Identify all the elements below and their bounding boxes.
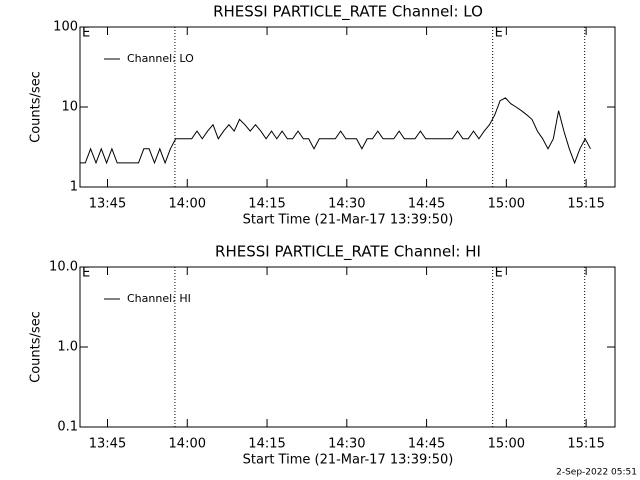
x-tick-label: 14:00 — [169, 197, 206, 212]
annotation: E — [82, 26, 90, 41]
x-tick-label: 15:00 — [488, 197, 525, 212]
x-tick-label: 14:00 — [169, 437, 206, 452]
x-tick-label: 15:15 — [567, 197, 604, 212]
x-tick-label: 13:45 — [89, 197, 126, 212]
footer: 2-Sep-2022 05:51 — [556, 468, 637, 478]
y-axis-label: Counts/sec — [29, 311, 44, 383]
x-tick-label: 14:45 — [408, 437, 445, 452]
x-tick-label: 14:15 — [248, 437, 285, 452]
y-axis-label: Counts/sec — [29, 71, 44, 143]
y-tick-label: 10.0 — [49, 260, 78, 275]
y-tick-label: 1 — [70, 180, 78, 195]
x-tick-label: 13:45 — [89, 437, 126, 452]
x-axis-label: Start Time (21-Mar-17 13:39:50) — [243, 453, 454, 468]
legend-label: Channel: LO — [127, 52, 194, 65]
y-tick-label: 100 — [53, 20, 78, 35]
chart-title: RHESSI PARTICLE_RATE Channel: LO — [213, 3, 483, 22]
annotation: E — [495, 266, 503, 281]
x-tick-label: 14:30 — [328, 437, 365, 452]
x-tick-label: 14:15 — [248, 197, 285, 212]
y-tick-label: 0.1 — [57, 420, 78, 435]
legend-label: Channel: HI — [127, 292, 191, 305]
x-tick-label: 15:15 — [567, 437, 604, 452]
chart-title: RHESSI PARTICLE_RATE Channel: HI — [215, 243, 481, 262]
x-tick-label: 14:45 — [408, 197, 445, 212]
annotation: E — [82, 266, 90, 281]
annotation: E — [495, 26, 503, 41]
y-tick-label: 1.0 — [57, 340, 78, 355]
x-tick-label: 14:30 — [328, 197, 365, 212]
data-line — [80, 97, 591, 165]
x-tick-label: 15:00 — [488, 437, 525, 452]
y-tick-label: 10 — [61, 100, 78, 115]
x-axis-label: Start Time (21-Mar-17 13:39:50) — [243, 213, 454, 228]
